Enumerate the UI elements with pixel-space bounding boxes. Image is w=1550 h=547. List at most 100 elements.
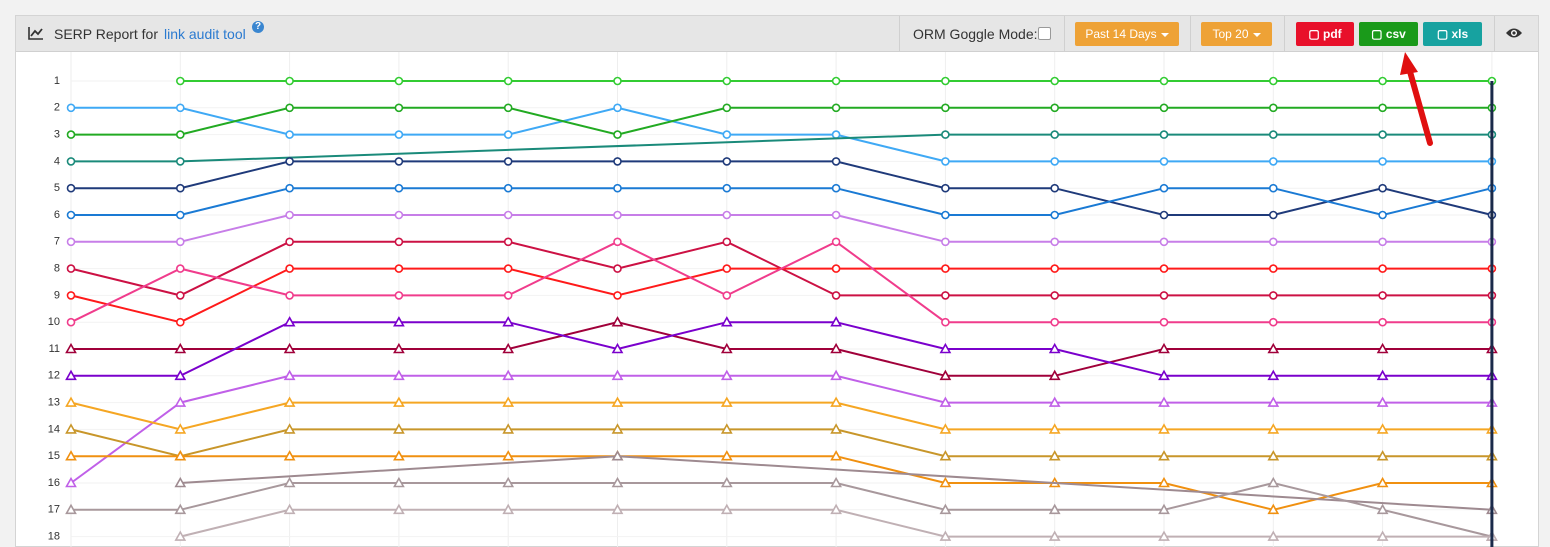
help-icon[interactable]: ? — [252, 21, 264, 33]
series-line — [70, 240, 1492, 324]
point-marker — [1269, 103, 1278, 113]
point-marker — [722, 237, 732, 247]
orm-checkbox[interactable] — [1038, 27, 1051, 40]
point-marker — [174, 450, 187, 461]
point-marker — [285, 103, 294, 113]
gap-connector — [180, 133, 946, 163]
point-marker — [722, 291, 732, 300]
pdf-button[interactable]: ▢ pdf — [1296, 22, 1354, 46]
top-button[interactable]: Top 20 — [1201, 22, 1272, 46]
point-marker — [1269, 210, 1278, 220]
series-line — [70, 374, 1492, 484]
point-marker — [941, 237, 950, 247]
xls-button[interactable]: ▢ xls — [1423, 22, 1482, 46]
y-tick-label: 12 — [48, 370, 60, 382]
point-marker — [394, 237, 404, 247]
point-marker — [1048, 530, 1061, 541]
y-tick-label: 15 — [48, 450, 60, 462]
point-marker — [1378, 103, 1387, 113]
eye-icon[interactable] — [1505, 27, 1523, 39]
point-marker — [830, 450, 842, 461]
point-marker — [1050, 237, 1059, 247]
point-marker — [1267, 450, 1280, 461]
series-line — [71, 481, 1493, 538]
point-marker — [722, 210, 732, 220]
point-marker — [66, 317, 76, 327]
point-marker — [831, 157, 841, 166]
point-marker — [613, 264, 622, 273]
series-line — [71, 160, 1493, 216]
point-marker — [503, 264, 513, 273]
point-marker — [174, 476, 187, 488]
point-marker — [831, 183, 841, 193]
point-marker — [65, 423, 77, 434]
point-marker — [1159, 237, 1169, 247]
y-tick-label: 8 — [54, 263, 60, 275]
point-marker — [613, 237, 622, 247]
y-tick-label: 7 — [54, 236, 60, 248]
point-marker — [1048, 450, 1061, 461]
y-tick-label: 5 — [54, 182, 60, 194]
point-marker — [1050, 157, 1059, 166]
point-marker — [174, 530, 187, 541]
point-marker — [1267, 503, 1280, 515]
period-button[interactable]: Past 14 Days — [1075, 22, 1179, 46]
point-marker — [1159, 130, 1169, 139]
top-label: Top 20 — [1212, 27, 1249, 41]
point-marker — [503, 183, 513, 193]
point-marker — [939, 369, 952, 381]
keyword-link[interactable]: link audit tool — [164, 26, 246, 42]
point-marker — [722, 157, 732, 166]
point-marker — [1158, 369, 1170, 381]
point-marker — [1050, 103, 1059, 113]
report-title: SERP Report for — [54, 26, 159, 42]
point-marker — [65, 503, 77, 515]
divider — [1284, 16, 1286, 51]
point-marker — [1269, 157, 1278, 166]
point-marker — [394, 130, 404, 139]
point-marker — [174, 503, 187, 515]
point-marker — [941, 103, 950, 113]
point-marker — [939, 396, 952, 407]
point-marker — [831, 130, 841, 139]
point-marker — [1378, 157, 1387, 166]
point-marker — [613, 210, 622, 220]
point-marker — [176, 183, 185, 193]
point-marker — [285, 130, 294, 139]
point-marker — [1050, 210, 1059, 220]
y-tick-label: 17 — [48, 504, 60, 516]
point-marker — [176, 76, 185, 86]
point-marker — [283, 369, 296, 381]
point-marker — [720, 396, 733, 407]
point-marker — [176, 291, 185, 300]
point-marker — [393, 450, 405, 461]
point-marker — [1267, 342, 1280, 354]
point-marker — [720, 342, 733, 354]
point-marker — [502, 342, 515, 354]
point-marker — [393, 316, 405, 327]
point-marker — [1378, 210, 1387, 220]
point-marker — [285, 183, 294, 193]
point-marker — [939, 503, 952, 515]
point-marker — [502, 396, 515, 407]
point-marker — [939, 530, 952, 541]
point-marker — [1050, 183, 1059, 193]
point-marker — [1050, 130, 1059, 139]
point-marker — [283, 476, 296, 488]
point-marker — [1376, 396, 1389, 407]
csv-button[interactable]: ▢ csv — [1359, 22, 1418, 46]
point-marker — [394, 291, 404, 300]
point-marker — [1158, 342, 1170, 354]
point-marker — [66, 183, 76, 193]
point-marker — [1378, 237, 1387, 247]
point-marker — [285, 264, 294, 273]
point-marker — [502, 316, 515, 327]
y-tick-label: 14 — [48, 423, 60, 435]
point-marker — [1269, 264, 1278, 273]
point-marker — [66, 210, 76, 220]
point-marker — [285, 291, 294, 300]
point-marker — [720, 423, 733, 434]
point-marker — [939, 342, 952, 354]
point-marker — [503, 76, 513, 86]
